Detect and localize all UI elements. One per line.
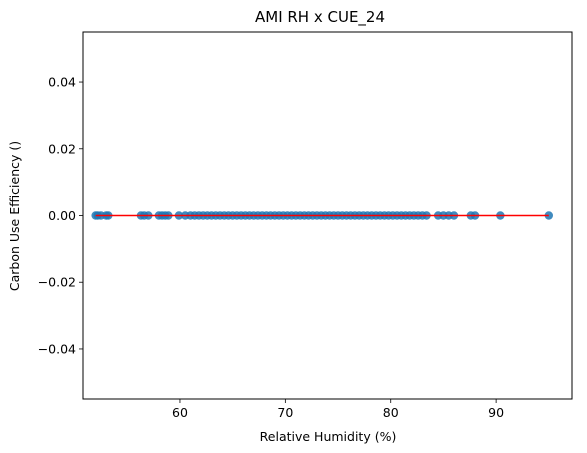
y-axis-ticks: −0.04 −0.02 0.00 0.02 0.04 (38, 75, 83, 356)
y-tick-label: −0.02 (38, 275, 76, 290)
y-tick-label: 0.04 (48, 75, 76, 90)
x-axis-ticks: 60 70 80 90 (172, 399, 504, 420)
y-tick-label: 0.00 (48, 208, 76, 223)
y-tick-label: 0.02 (48, 141, 76, 156)
x-tick-label: 70 (277, 405, 293, 420)
y-tick-label: −0.04 (38, 341, 76, 356)
chart-title: AMI RH x CUE_24 (255, 8, 385, 27)
x-tick-label: 80 (383, 405, 399, 420)
plot-area (91, 211, 554, 220)
x-axis-label: Relative Humidity (%) (260, 429, 397, 444)
y-axis-label: Carbon Use Efficiency () (7, 141, 22, 291)
x-tick-label: 90 (488, 405, 504, 420)
x-tick-label: 60 (172, 405, 188, 420)
